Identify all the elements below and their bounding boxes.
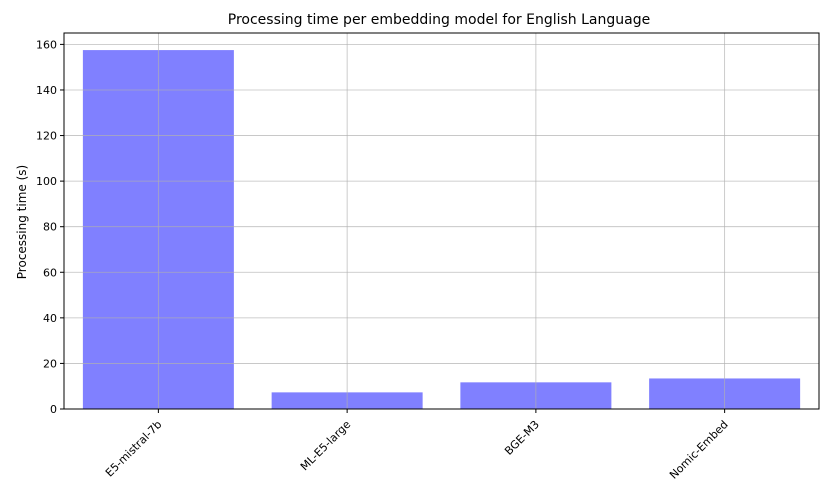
axes <box>63 32 820 410</box>
bar-series <box>82 50 801 410</box>
y-tick-label: 120 <box>36 130 57 143</box>
y-axis-label: Processing time (s) <box>15 165 29 279</box>
y-tick-label: 160 <box>36 38 57 51</box>
y-tick-label: 140 <box>36 84 57 97</box>
chart-title: Processing time per embedding model for … <box>228 12 650 28</box>
y-axis-ticks: 0 20 40 60 80 100 120 140 160 <box>36 38 64 416</box>
x-tick-label: E5-mistral-7b <box>103 418 165 480</box>
y-tick-label: 100 <box>36 175 57 188</box>
y-tick-label: 40 <box>43 312 57 325</box>
y-tick-label: 0 <box>50 403 57 416</box>
plot-frame <box>63 32 820 410</box>
x-axis-ticks: E5-mistral-7b ML-E5-large BGE-M3 Nomic-Embe… <box>103 409 731 482</box>
y-tick-label: 20 <box>43 357 57 370</box>
x-tick-label: BGE-M3 <box>502 418 542 458</box>
x-tick-label: Nomic-Embed <box>667 418 731 482</box>
y-tick-label: 80 <box>43 221 57 234</box>
x-tick-label: ML-E5-large <box>298 418 353 473</box>
y-tick-label: 60 <box>43 266 57 279</box>
